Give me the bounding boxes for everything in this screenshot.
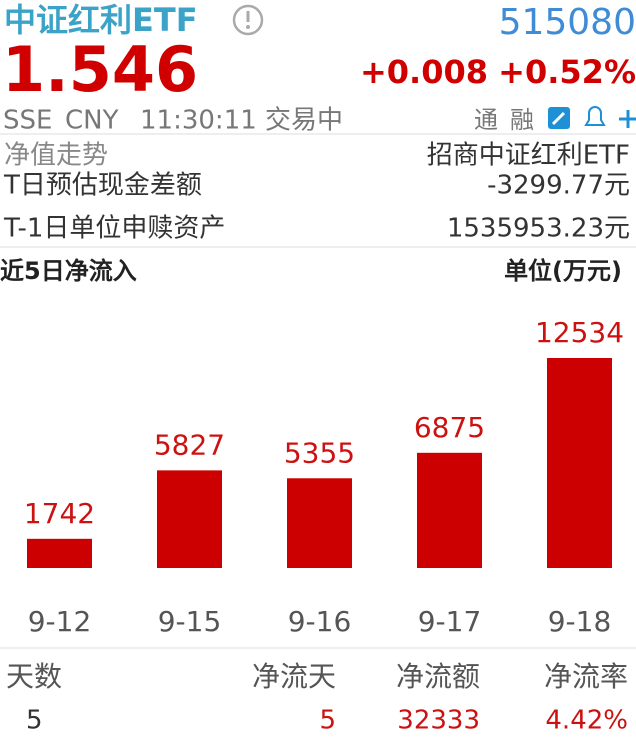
table-cell: 4.42% xyxy=(545,706,628,736)
bar xyxy=(157,470,222,568)
row-label[interactable]: 净值走势 xyxy=(4,141,108,171)
bar xyxy=(417,452,482,568)
fund-name[interactable]: 中证红利ETF xyxy=(4,1,198,39)
x-tick-label: 9-12 xyxy=(28,605,92,638)
table-cell: 32333 xyxy=(397,706,480,736)
table-header: 净流率 xyxy=(544,660,628,693)
table-cell: 5 xyxy=(319,706,336,736)
info-icon[interactable] xyxy=(232,4,264,36)
bar xyxy=(547,358,612,568)
table-header: 天数 xyxy=(6,660,62,693)
tag[interactable]: 融 xyxy=(510,106,534,134)
info-icon-bar xyxy=(246,11,250,22)
x-tick-label: 9-18 xyxy=(548,605,612,638)
value-label: 5827 xyxy=(154,428,225,461)
price: 1.546 xyxy=(2,33,198,106)
x-tick-label: 9-15 xyxy=(158,605,222,638)
row-label: T日预估现金差额 xyxy=(3,171,202,201)
chart-unit: 单位(万元) xyxy=(504,257,622,285)
chart-title: 近5日净流入 xyxy=(0,257,137,285)
status: CNY xyxy=(65,106,119,136)
fund-code: 515080 xyxy=(499,2,636,43)
table-header: 净流天 xyxy=(252,660,336,693)
value-label: 6875 xyxy=(414,411,485,444)
table-header: 净流额 xyxy=(396,660,480,693)
edit-icon-pen xyxy=(551,111,566,126)
row-value: 招商中证红利ETF xyxy=(427,141,630,171)
row-label: T-1日单位申赎资产 xyxy=(3,214,225,244)
status: 11:30:11 xyxy=(140,106,257,136)
change: +0.008 xyxy=(360,53,488,91)
info-icon-dot xyxy=(246,25,250,29)
add-icon[interactable] xyxy=(619,110,636,128)
status: SSE xyxy=(3,106,52,136)
bar xyxy=(287,478,352,568)
value-label: 5355 xyxy=(284,436,355,469)
bar xyxy=(27,538,92,568)
status: 交易中 xyxy=(265,106,343,136)
change-pct: +0.52% xyxy=(498,53,636,91)
value-label: 1742 xyxy=(24,497,95,530)
bell-icon[interactable] xyxy=(584,106,606,126)
header-bg xyxy=(0,0,636,171)
tag[interactable]: 通 xyxy=(474,106,498,134)
x-tick-label: 9-16 xyxy=(288,605,352,638)
table-cell: 5 xyxy=(26,706,43,736)
value-label: 12534 xyxy=(535,316,624,349)
row-value: 1535953.23元 xyxy=(447,214,630,244)
x-tick-label: 9-17 xyxy=(418,605,482,638)
row-value: -3299.77元 xyxy=(487,171,630,201)
